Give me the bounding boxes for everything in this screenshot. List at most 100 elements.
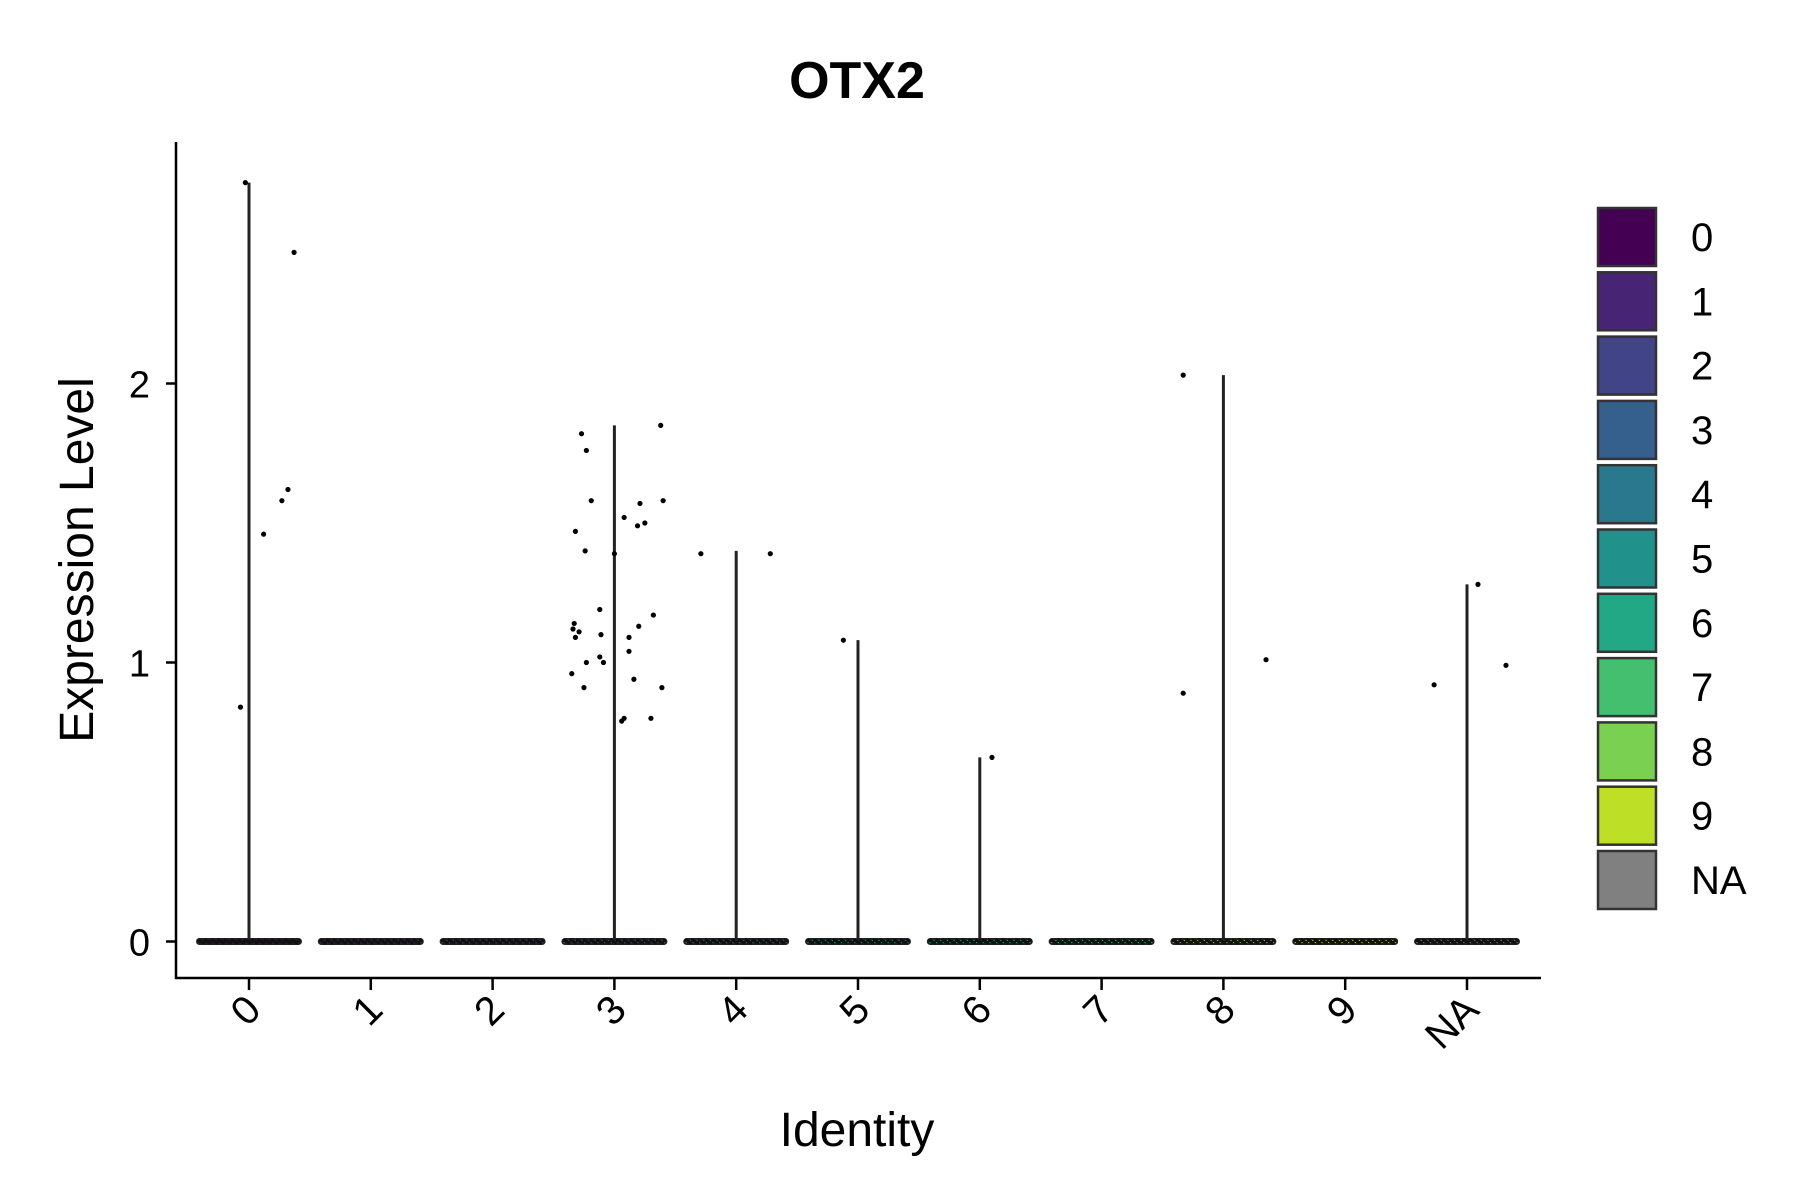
zero-point xyxy=(870,940,875,945)
zero-point xyxy=(1256,940,1260,945)
zero-point xyxy=(1337,940,1342,945)
zero-point xyxy=(208,940,212,945)
zero-point xyxy=(647,940,651,945)
data-point xyxy=(581,685,587,691)
zero-points-1 xyxy=(319,938,423,945)
zero-point xyxy=(540,938,545,943)
zero-point xyxy=(1357,940,1362,945)
data-point xyxy=(626,634,632,640)
zero-point xyxy=(1080,940,1085,945)
zero-point xyxy=(1331,940,1335,945)
zero-point xyxy=(465,940,469,945)
zero-point xyxy=(702,940,706,945)
y-tick-label: 2 xyxy=(129,365,150,407)
data-point xyxy=(570,626,576,632)
zero-point xyxy=(1506,940,1510,945)
zero-point xyxy=(1492,940,1497,945)
zero-point xyxy=(1209,940,1213,945)
zero-point xyxy=(363,940,368,945)
zero-points-9 xyxy=(1293,938,1397,945)
x-tick-label: 8 xyxy=(1197,987,1244,1034)
zero-point xyxy=(1067,940,1072,945)
legend-key-7 xyxy=(1596,656,1658,718)
zero-point xyxy=(660,940,664,945)
zero-point xyxy=(830,940,835,945)
zero-point xyxy=(823,940,828,945)
legend-label: 8 xyxy=(1691,730,1713,774)
zero-point xyxy=(228,940,232,945)
zero-point xyxy=(1304,940,1309,945)
zero-point xyxy=(620,940,624,945)
zero-point xyxy=(593,940,598,945)
zero-point xyxy=(1094,940,1098,945)
zero-point xyxy=(715,940,720,945)
data-point xyxy=(571,620,577,627)
zero-point xyxy=(587,940,591,945)
zero-point xyxy=(1127,940,1132,945)
zero-point xyxy=(607,940,611,945)
zero-point xyxy=(1107,940,1112,945)
zero-point xyxy=(903,940,908,945)
zero-point xyxy=(396,940,401,945)
zero-points-0 xyxy=(197,938,301,945)
legend-key-NA xyxy=(1596,849,1658,911)
zero-point xyxy=(810,940,815,945)
zero-point xyxy=(376,940,381,945)
zero-point xyxy=(959,940,963,945)
data-point xyxy=(285,486,291,493)
zero-point xyxy=(1196,940,1200,945)
zero-point xyxy=(932,940,937,945)
y-tick-label: 1 xyxy=(129,644,150,686)
zero-point xyxy=(1074,940,1078,945)
zero-point xyxy=(1446,940,1450,945)
zero-point xyxy=(1060,940,1065,945)
zero-point xyxy=(1499,940,1504,945)
data-point xyxy=(279,498,285,504)
zero-point xyxy=(1262,940,1267,945)
x-axis-label: Identity xyxy=(780,1104,935,1157)
zero-point xyxy=(992,940,997,945)
data-point xyxy=(600,659,607,666)
zero-point xyxy=(268,940,272,945)
zero-point xyxy=(1439,940,1444,945)
data-point xyxy=(237,704,244,710)
zero-point xyxy=(755,940,760,945)
zero-point xyxy=(695,940,700,945)
data-point xyxy=(1180,372,1186,378)
data-point xyxy=(1263,657,1269,663)
zero-point xyxy=(863,940,868,945)
zero-point xyxy=(288,940,292,945)
zero-point xyxy=(370,940,374,945)
zero-point xyxy=(1087,940,1092,945)
zero-point xyxy=(965,940,970,945)
zero-point xyxy=(782,940,786,945)
zero-point xyxy=(985,940,990,945)
zero-points-6 xyxy=(928,938,1032,945)
data-point xyxy=(642,520,648,526)
zero-point xyxy=(383,940,388,945)
legend-label: 1 xyxy=(1691,280,1713,324)
zero-point xyxy=(1202,940,1207,945)
zero-point xyxy=(735,940,740,945)
zero-point xyxy=(768,940,773,945)
x-tick-label: NA xyxy=(1417,987,1488,1058)
zero-point xyxy=(1120,940,1125,945)
legend-key-8 xyxy=(1596,721,1658,782)
data-point xyxy=(597,606,603,613)
zero-point xyxy=(1189,940,1193,945)
data-point xyxy=(583,447,589,454)
zero-point xyxy=(458,940,463,945)
zero-point xyxy=(939,940,943,945)
zero-point xyxy=(883,940,888,945)
zero-point xyxy=(1459,940,1464,945)
zero-points-8 xyxy=(1171,938,1276,945)
x-tick-label: 4 xyxy=(710,987,757,1034)
plot-area xyxy=(196,180,1520,945)
zero-point xyxy=(1269,940,1273,945)
zero-point xyxy=(662,938,667,943)
data-point xyxy=(1180,690,1186,696)
zero-point xyxy=(784,938,788,943)
zero-point xyxy=(419,938,423,943)
zero-point xyxy=(653,940,658,945)
